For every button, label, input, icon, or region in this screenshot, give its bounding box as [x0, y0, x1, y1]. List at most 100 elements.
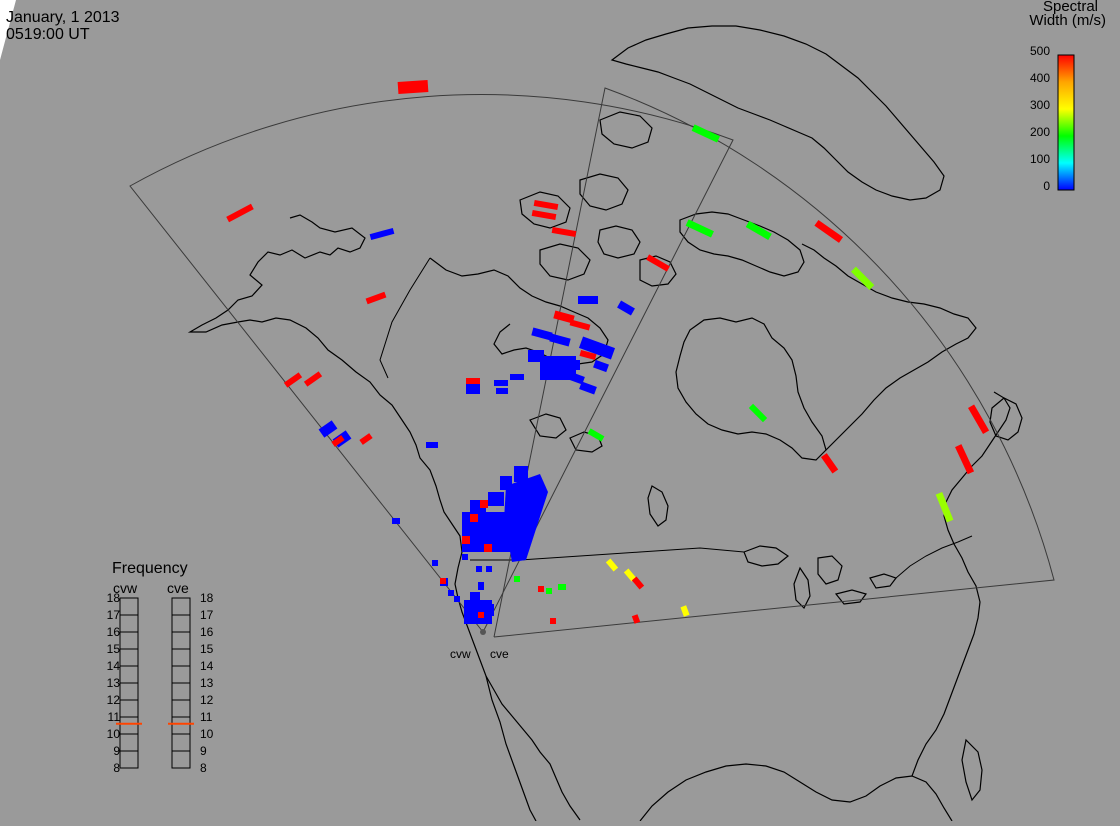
arctic-coast: [429, 257, 609, 365]
colorbar-tick: 300: [1029, 98, 1050, 112]
cell-red: [579, 350, 597, 360]
colorbar: [1057, 54, 1075, 191]
arctic-island-2: [579, 173, 629, 211]
freq-level-label-right: 18: [200, 591, 214, 605]
cell-red: [462, 536, 470, 544]
coastline-florida-tip: [961, 738, 983, 802]
cell-blue: [466, 384, 480, 394]
lake-huron: [817, 555, 843, 585]
newfoundland: [989, 397, 1023, 441]
radar-label-cvw: cvw: [450, 647, 471, 661]
cell-blue: [500, 476, 512, 490]
alaska-border: [379, 257, 431, 379]
cell-red: [484, 544, 492, 552]
colorbar-title-line2: Width (m/s): [1029, 12, 1106, 29]
cell-red: [631, 576, 645, 590]
greenland: [610, 25, 945, 201]
coastline-gulf: [639, 763, 953, 822]
cell-red: [359, 433, 373, 445]
cell-red: [303, 371, 323, 387]
cell-red: [365, 291, 387, 305]
lake-superior: [743, 545, 790, 567]
cell-red: [553, 310, 575, 324]
fov-cve: [493, 87, 1055, 638]
cell-red: [397, 79, 429, 95]
cell-green: [587, 428, 605, 442]
cell-blue: [549, 333, 571, 347]
cell-blue: [476, 566, 482, 572]
freq-grid: [120, 614, 190, 752]
cell-blue: [432, 560, 438, 566]
arctic-island-5: [597, 225, 641, 259]
arctic-island-3: [599, 111, 653, 149]
freq-level-label-left: 9: [113, 744, 120, 758]
lake-michigan: [793, 566, 811, 610]
cell-yellow: [680, 605, 690, 617]
cell-green: [514, 576, 520, 582]
cell-red: [955, 444, 975, 475]
cell-red: [531, 209, 557, 221]
freq-level-label-left: 11: [107, 710, 120, 724]
coastline-florida: [911, 391, 1011, 777]
cell-blue: [426, 442, 438, 448]
arctic-island-1: [519, 191, 571, 229]
colorbar-tick: 0: [1043, 179, 1050, 193]
colorbar-tick: 500: [1029, 44, 1050, 58]
cell-red: [478, 612, 484, 618]
cell-blue: [454, 596, 460, 602]
cell-green: [850, 266, 875, 291]
cell-blue: [510, 374, 524, 380]
cell-blue: [531, 327, 553, 341]
colorbar-tick: 100: [1029, 152, 1050, 166]
freq-level-label-right: 12: [200, 693, 214, 707]
freq-level-label-left: 18: [106, 591, 120, 605]
cell-red: [968, 404, 990, 434]
cell-blue-cluster: [504, 474, 548, 562]
cell-red: [533, 199, 559, 211]
cell-blue: [578, 296, 598, 304]
cell-red: [331, 435, 345, 447]
cell-blue: [560, 360, 580, 370]
freq-level-label-right: 16: [200, 625, 214, 639]
radar-site-marker: [480, 629, 486, 635]
colorbar-title-line1: Spectral: [1042, 0, 1098, 15]
cell-blue: [567, 371, 585, 385]
freq-level-label-right: 15: [200, 642, 214, 656]
cell-red: [538, 586, 544, 592]
freq-level-label-right: 9: [200, 744, 207, 758]
arctic-island-4: [539, 243, 591, 281]
colorbar-tick: 400: [1029, 71, 1050, 85]
cell-blue: [369, 227, 395, 241]
cell-green: [685, 219, 714, 238]
data-cells: [226, 79, 990, 624]
coastline-west: [187, 214, 581, 821]
frequency-title: Frequency: [112, 560, 188, 577]
cell-blue: [617, 300, 635, 316]
freq-level-label-left: 16: [106, 625, 120, 639]
freq-level-label-right: 14: [200, 659, 214, 673]
fov-fans: [129, 87, 1055, 638]
cell-blue: [478, 582, 484, 590]
hudson-bay: [675, 317, 827, 461]
freq-level-label-right: 13: [200, 676, 214, 690]
map-date: January, 1 2013: [6, 9, 120, 26]
lake-winnipeg: [647, 485, 669, 527]
freq-level-label-left: 12: [106, 693, 120, 707]
cell-red: [820, 453, 839, 474]
freq-level-label-right: 11: [200, 710, 213, 724]
cell-red: [569, 319, 591, 331]
frequency-radar-cve: cve: [167, 580, 189, 596]
coastline-labrador: [801, 243, 977, 451]
map-time: 0519:00 UT: [6, 26, 90, 43]
cell-red: [466, 378, 480, 384]
freq-level-label-left: 17: [106, 608, 120, 622]
cell-blue: [494, 380, 508, 386]
arctic-island-6: [639, 255, 677, 287]
cell-green: [748, 403, 768, 423]
canada-us-border-east: [895, 535, 973, 579]
coastlines: [187, 25, 1023, 822]
cell-blue: [486, 604, 494, 616]
freq-level-label-right: 10: [200, 727, 214, 741]
